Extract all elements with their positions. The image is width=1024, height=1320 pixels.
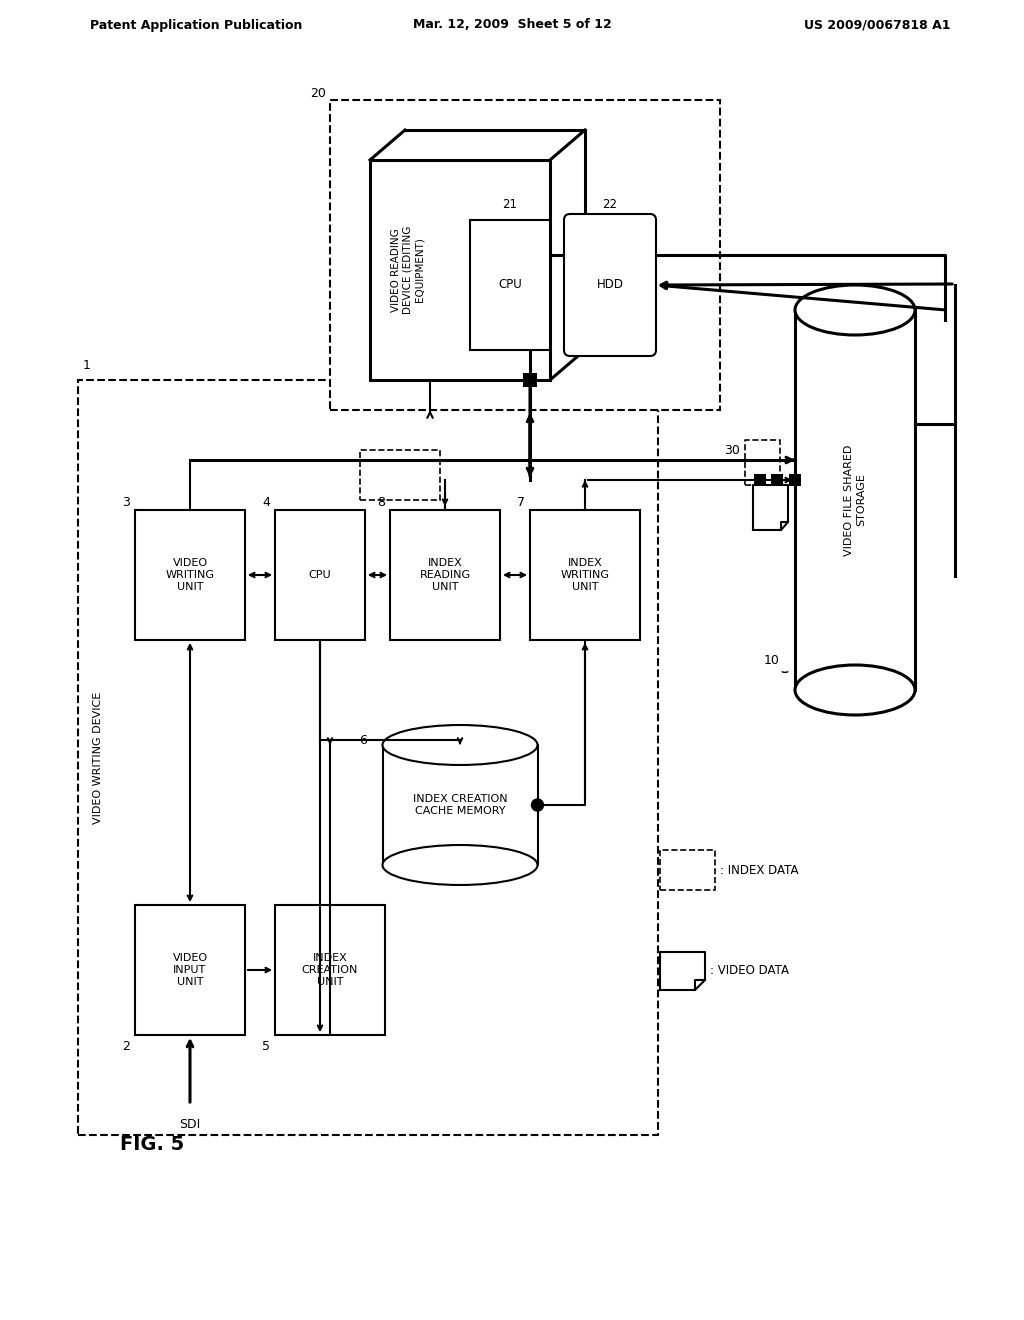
Text: US 2009/0067818 A1: US 2009/0067818 A1 <box>804 18 950 32</box>
Text: 4: 4 <box>262 495 270 508</box>
Text: 2: 2 <box>122 1040 130 1053</box>
Ellipse shape <box>383 725 538 766</box>
Text: 7: 7 <box>517 495 525 508</box>
Text: 3: 3 <box>122 495 130 508</box>
Text: VIDEO READING
DEVICE (EDITING
EQUIPMENT): VIDEO READING DEVICE (EDITING EQUIPMENT) <box>391 226 425 314</box>
Bar <box>470 220 550 350</box>
Bar <box>360 450 440 500</box>
Text: INDEX CREATION
CACHE MEMORY: INDEX CREATION CACHE MEMORY <box>413 795 507 816</box>
Text: 8: 8 <box>377 495 385 508</box>
Bar <box>795 310 915 690</box>
Text: 22: 22 <box>602 198 617 211</box>
Text: 10: 10 <box>764 653 780 667</box>
Text: FIG. 5: FIG. 5 <box>120 1135 184 1155</box>
Text: 6: 6 <box>359 734 368 747</box>
FancyBboxPatch shape <box>564 214 656 356</box>
Text: CPU: CPU <box>308 570 332 579</box>
Bar <box>754 474 766 486</box>
Text: Patent Application Publication: Patent Application Publication <box>90 18 302 32</box>
Text: : VIDEO DATA: : VIDEO DATA <box>710 965 790 978</box>
Text: 20: 20 <box>310 87 326 100</box>
Bar <box>330 100 720 411</box>
Bar <box>135 510 245 640</box>
Text: VIDEO
INPUT
UNIT: VIDEO INPUT UNIT <box>172 953 208 986</box>
Text: CPU: CPU <box>498 279 522 292</box>
Text: SDI: SDI <box>179 1118 201 1131</box>
Ellipse shape <box>795 285 915 335</box>
Bar <box>771 474 783 486</box>
Text: 5: 5 <box>262 1040 270 1053</box>
Bar <box>370 160 550 380</box>
Bar <box>78 380 658 1135</box>
Bar <box>390 510 500 640</box>
Bar <box>275 906 385 1035</box>
Text: HDD: HDD <box>597 279 624 292</box>
Bar <box>660 850 715 890</box>
Bar <box>530 510 640 640</box>
Bar <box>135 906 245 1035</box>
Text: VIDEO WRITING DEVICE: VIDEO WRITING DEVICE <box>93 692 103 824</box>
Bar <box>275 510 365 640</box>
Text: : INDEX DATA: : INDEX DATA <box>720 863 799 876</box>
Text: VIDEO
WRITING
UNIT: VIDEO WRITING UNIT <box>166 558 214 591</box>
Text: Mar. 12, 2009  Sheet 5 of 12: Mar. 12, 2009 Sheet 5 of 12 <box>413 18 611 32</box>
Bar <box>523 374 537 387</box>
Ellipse shape <box>383 845 538 884</box>
Circle shape <box>531 799 544 810</box>
Bar <box>383 744 538 865</box>
Ellipse shape <box>795 665 915 715</box>
Text: INDEX
READING
UNIT: INDEX READING UNIT <box>420 558 471 591</box>
Text: INDEX
WRITING
UNIT: INDEX WRITING UNIT <box>560 558 609 591</box>
Text: VIDEO FILE SHARED
STORAGE: VIDEO FILE SHARED STORAGE <box>844 445 866 556</box>
Text: 1: 1 <box>83 359 91 372</box>
Text: INDEX
CREATION
UNIT: INDEX CREATION UNIT <box>302 953 358 986</box>
Bar <box>790 474 801 486</box>
Text: 21: 21 <box>503 198 517 211</box>
Text: 30: 30 <box>724 444 740 457</box>
